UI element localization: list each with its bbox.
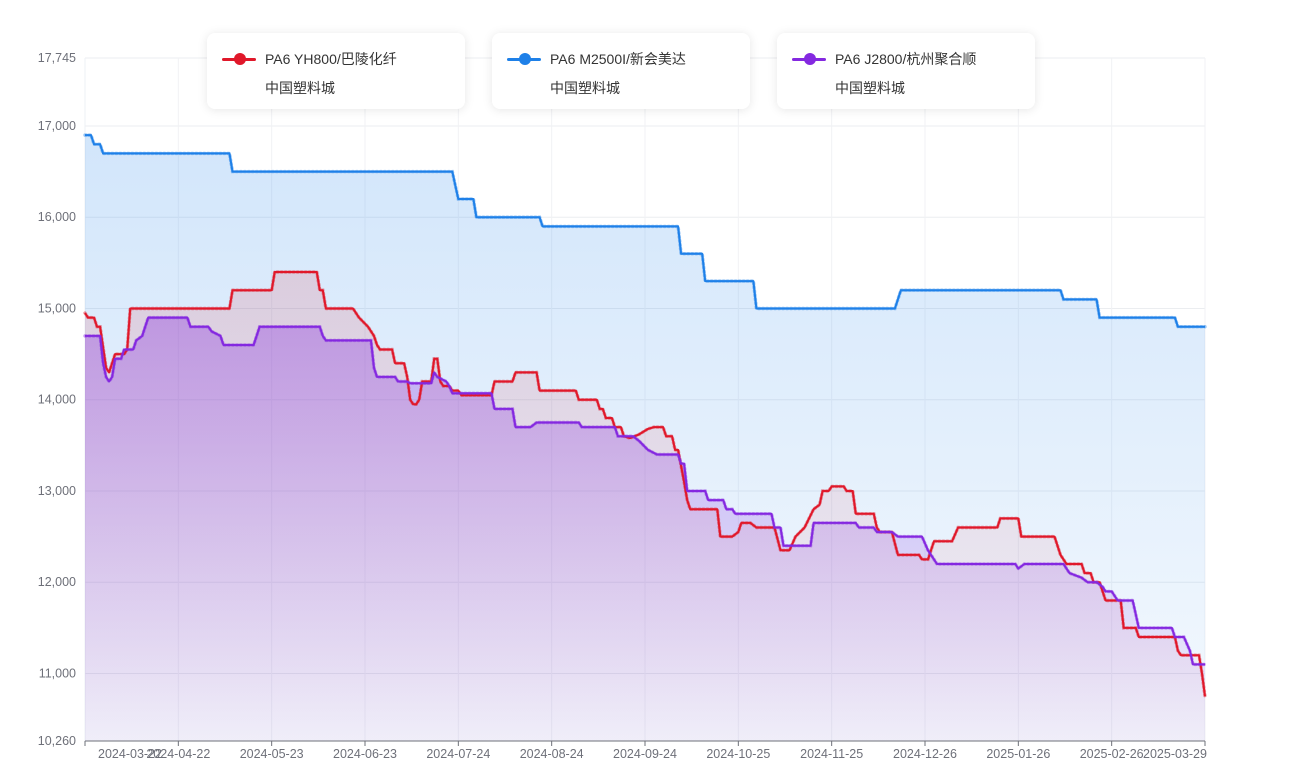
- y-axis-label: 14,000: [38, 393, 76, 407]
- series-line-markers-pa6-j2800: [83, 315, 1207, 667]
- legend-row: PA6 YH800/巴陵化纤: [222, 49, 465, 69]
- y-axis-label: 13,000: [38, 484, 76, 498]
- legend-item-pa6-m2500i[interactable]: PA6 M2500I/新会美达 中国塑料城: [492, 33, 750, 109]
- x-axis-label: 2025-03-29: [1143, 747, 1207, 761]
- y-axis-label: 11,000: [39, 666, 76, 680]
- y-axis-label: 10,260: [38, 734, 76, 748]
- y-axis-label: 17,000: [38, 119, 76, 133]
- legend-series-name: PA6 M2500I/新会美达: [550, 51, 686, 67]
- x-axis-label: 2025-01-26: [986, 747, 1050, 761]
- legend-item-pa6-yh800[interactable]: PA6 YH800/巴陵化纤 中国塑料城: [207, 33, 465, 109]
- series-line-markers-pa6-yh800: [83, 270, 1207, 698]
- x-axis-label: 2024-10-25: [706, 747, 770, 761]
- series-line-pa6-j2800: [85, 316, 1205, 666]
- x-axis-label: 2024-09-24: [613, 747, 677, 761]
- x-axis-label: 2024-06-23: [333, 747, 397, 761]
- series-line-markers-pa6-m2500i: [83, 133, 1207, 329]
- series-line-pa6-m2500i: [85, 134, 1205, 328]
- x-axis-label: 2024-11-25: [800, 747, 863, 761]
- y-axis-label: 17,745: [38, 51, 76, 65]
- series-area-pa6-j2800: [85, 317, 1205, 741]
- y-axis-label: 12,000: [38, 575, 76, 589]
- legend-series-subtitle: 中国塑料城: [550, 80, 620, 96]
- legend-marker-line-icon: [507, 53, 541, 65]
- legend-row: PA6 M2500I/新会美达: [507, 49, 750, 69]
- y-axis-label: 15,000: [38, 301, 76, 315]
- legend-marker-line-icon: [222, 53, 256, 65]
- legend-item-pa6-j2800[interactable]: PA6 J2800/杭州聚合顺 中国塑料城: [777, 33, 1035, 109]
- x-axis-label: 2024-12-26: [893, 747, 957, 761]
- x-axis-label: 2025-02-26: [1080, 747, 1144, 761]
- x-axis-label: 2024-03-22: [98, 747, 162, 761]
- legend-series-subtitle: 中国塑料城: [265, 80, 335, 96]
- x-axis-label: 2024-07-24: [426, 747, 490, 761]
- legend-series-name: PA6 J2800/杭州聚合顺: [835, 51, 977, 67]
- legend-series-name: PA6 YH800/巴陵化纤: [265, 51, 397, 67]
- series-line-pa6-yh800: [84, 271, 1206, 697]
- x-axis-label: 2024-05-23: [240, 747, 304, 761]
- legend-marker-line-icon: [792, 53, 826, 65]
- x-axis-label: 2024-04-22: [146, 747, 210, 761]
- x-axis-label: 2024-08-24: [520, 747, 584, 761]
- y-axis-label: 16,000: [38, 210, 76, 224]
- legend-row: PA6 J2800/杭州聚合顺: [792, 49, 1035, 69]
- legend-series-subtitle: 中国塑料城: [835, 80, 905, 96]
